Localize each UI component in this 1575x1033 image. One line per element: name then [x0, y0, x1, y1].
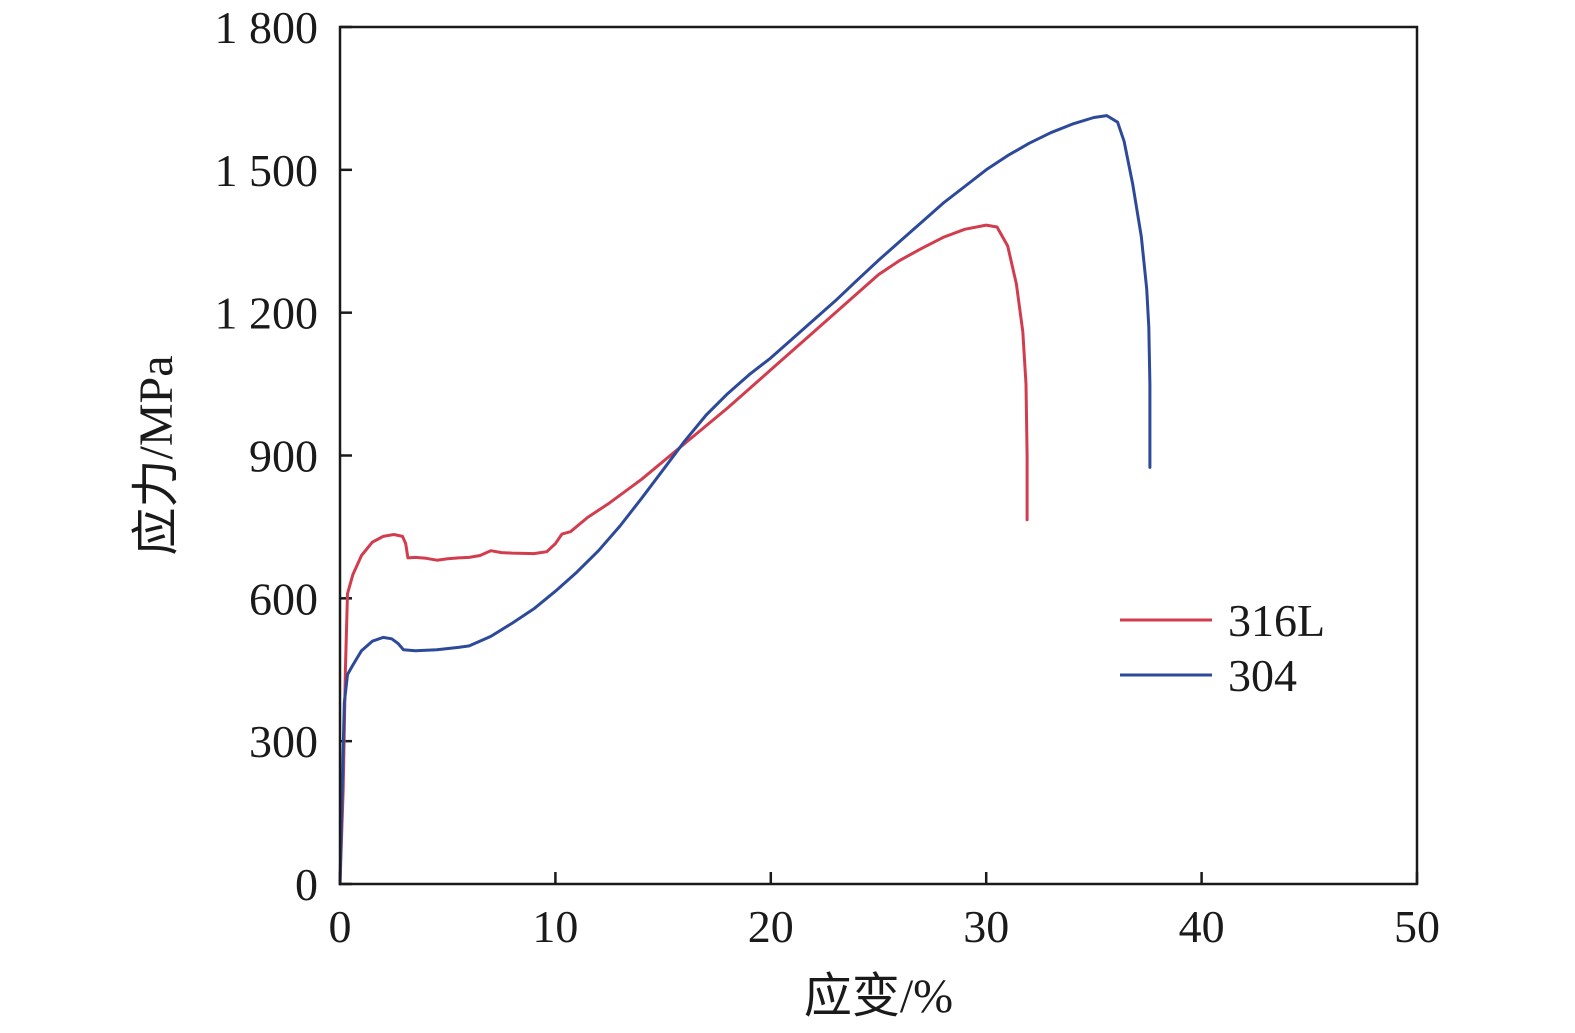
y-tick-label: 600 — [249, 573, 318, 624]
y-tick-label: 300 — [249, 716, 318, 767]
x-tick-label: 0 — [329, 901, 352, 952]
series-layer — [338, 114, 1152, 886]
legend-label-304: 304 — [1228, 650, 1297, 701]
y-tick-label: 0 — [295, 859, 318, 910]
x-tick-label: 40 — [1179, 901, 1225, 952]
legend-label-316l: 316L — [1228, 595, 1325, 646]
series-line-316l — [338, 223, 1029, 886]
y-axis-title: 应力/MPa — [130, 355, 183, 555]
x-tick-label: 50 — [1394, 901, 1440, 952]
y-tick-label: 900 — [249, 431, 318, 482]
labels-layer: 0 10 20 30 40 50 0 300 600 900 1 200 1 500 1 800 — [215, 2, 1441, 952]
x-tick-label: 30 — [963, 901, 1009, 952]
y-tick-label: 1 500 — [215, 145, 319, 196]
y-tick-label: 1 200 — [215, 288, 319, 339]
x-tick-label: 20 — [748, 901, 794, 952]
y-tick-label: 1 800 — [215, 2, 319, 53]
series-line-304 — [338, 114, 1152, 886]
x-axis-title: 应变/% — [804, 970, 953, 1023]
x-tick-label: 10 — [532, 901, 578, 952]
ticks-layer — [338, 25, 1419, 886]
plot-frame — [338, 25, 1419, 886]
